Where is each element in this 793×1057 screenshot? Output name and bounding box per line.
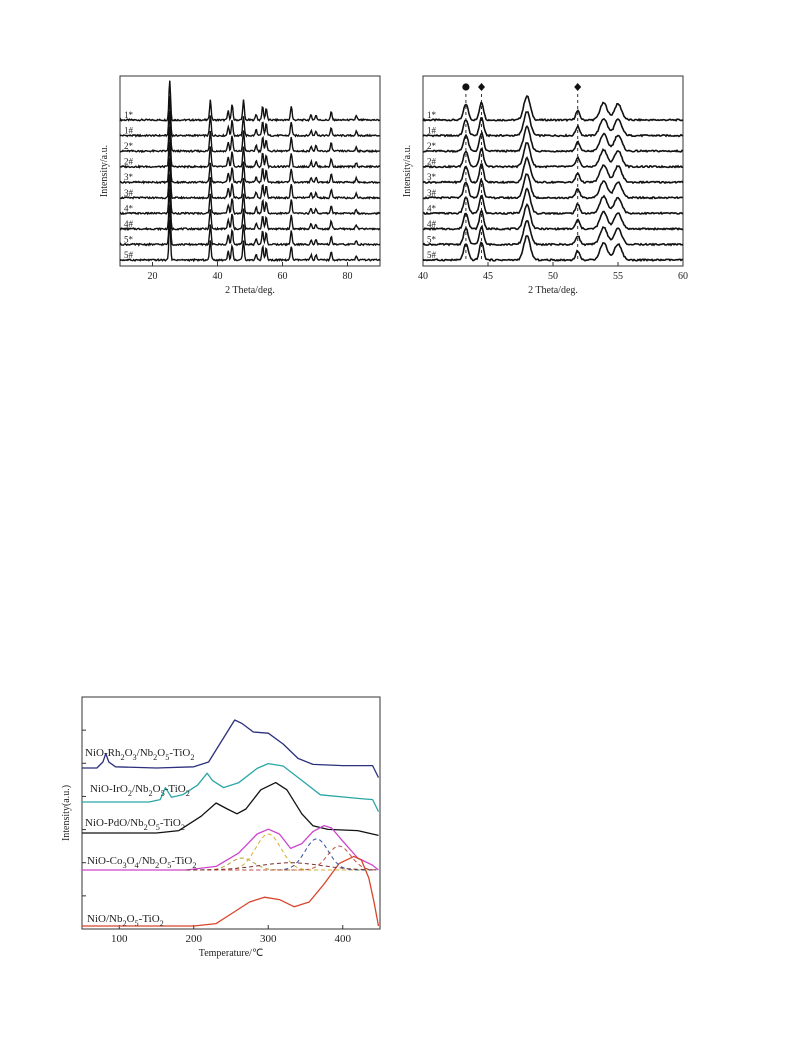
xrd-zoom-series-label: 4# xyxy=(427,219,437,229)
tpr-y-axis-label: Intensity(a.u.) xyxy=(61,785,72,841)
xrd-full-series-label: 5# xyxy=(124,250,134,260)
xrd-zoom-series-label: 3* xyxy=(427,172,437,182)
xrd-full-chart: 20 40 60 80 2 Theta/deg. Intensity/a.u. 1* 1# 2*… xyxy=(99,75,381,296)
xrd-full-pattern-line xyxy=(119,110,381,154)
xrd-zoom-series-label: 1# xyxy=(427,126,437,136)
xrd-full-series-label: 1# xyxy=(124,126,134,136)
tpr-series-line xyxy=(82,719,380,778)
xrd-zoom-series-label: 2# xyxy=(427,157,437,167)
xrd-zoom-series-label: 5* xyxy=(427,234,437,244)
xrd-full-pattern-line xyxy=(119,141,381,185)
xrd-zoom-x-tick-label: 50 xyxy=(548,271,558,282)
xrd-zoom-plot-frame xyxy=(422,75,684,267)
tpr-series-label: NiO-PdO/Nb2O5-TiO2 xyxy=(85,817,185,832)
xrd-full-series-label: 4# xyxy=(124,219,134,229)
tpr-x-tick-label: 100 xyxy=(111,933,128,945)
tpr-series-line xyxy=(82,824,379,871)
xrd-full-pattern-line xyxy=(120,188,381,232)
tpr-series-label: NiO-Co3O4/Nb2O5-TiO2 xyxy=(87,855,196,870)
xrd-zoom-pattern-line xyxy=(422,156,684,185)
tpr-fit-dashed-curve xyxy=(186,838,377,871)
xrd-zoom-pattern-line xyxy=(422,94,684,122)
xrd-zoom-pattern-line xyxy=(422,142,684,169)
xrd-full-pattern-line xyxy=(119,219,381,263)
tpr-series-label: NiO/Nb2O5-TiO2 xyxy=(87,913,164,928)
xrd-full-series-label: 2# xyxy=(124,157,134,167)
xrd-zoom-y-axis-label: Intensity/a.u. xyxy=(402,145,413,197)
xrd-full-pattern-line xyxy=(119,158,380,200)
xrd-full-series-label: 5* xyxy=(124,234,134,244)
xrd-zoom-x-tick-label: 60 xyxy=(678,271,688,282)
tpr-fit-dashed-curve xyxy=(186,833,377,871)
xrd-zoom-diamond-marker xyxy=(478,83,485,91)
xrd-zoom-series-label: 3# xyxy=(427,188,437,198)
xrd-full-pattern-line xyxy=(119,174,381,216)
xrd-zoom-x-tick-label: 55 xyxy=(613,271,623,282)
xrd-full-x-tick-label: 60 xyxy=(278,271,288,282)
xrd-zoom-pattern-line xyxy=(422,219,684,247)
tpr-fit-dashed-curve xyxy=(186,862,377,871)
xrd-zoom-series-label: 2* xyxy=(427,141,437,151)
xrd-full-x-tick-label: 80 xyxy=(343,271,353,282)
xrd-zoom-pattern-line xyxy=(423,203,684,231)
xrd-full-pattern-line xyxy=(119,126,381,170)
xrd-zoom-series-label: 1* xyxy=(427,110,437,120)
xrd-zoom-series-label: 5# xyxy=(427,250,437,260)
xrd-zoom-diamond-marker xyxy=(574,83,582,91)
xrd-full-y-axis-label: Intensity/a.u. xyxy=(99,145,110,197)
tpr-x-axis-label: Temperature/℃ xyxy=(199,948,263,959)
xrd-zoom-pattern-line xyxy=(422,187,684,216)
xrd-zoom-series-label: 4* xyxy=(427,203,437,213)
xrd-full-plot-frame xyxy=(119,75,381,267)
xrd-zoom-x-axis-label: 2 Theta/deg. xyxy=(528,285,578,296)
xrd-full-x-axis-label: 2 Theta/deg. xyxy=(225,285,275,296)
xrd-full-series-label: 3# xyxy=(124,188,134,198)
tpr-x-tick-label: 200 xyxy=(186,933,203,945)
tpr-plot-frame xyxy=(81,696,381,930)
xrd-zoom-pattern-line xyxy=(422,234,684,262)
xrd-zoom-pattern-line xyxy=(422,124,684,154)
xrd-full-series-label: 2* xyxy=(124,141,134,151)
xrd-zoom-pattern-line xyxy=(422,173,684,200)
tpr-series-label: NiO-Rh2O3/Nb2O5-TiO2 xyxy=(85,747,194,762)
xrd-full-series-label: 1* xyxy=(124,110,134,120)
xrd-full-pattern-line xyxy=(119,96,381,138)
xrd-zoom-chart: 40 45 50 55 60 2 Theta/deg. Intensity/a.u. 1* 1#… xyxy=(402,75,688,296)
tpr-x-tick-label: 300 xyxy=(260,933,277,945)
xrd-full-series-label: 3* xyxy=(124,172,134,182)
tpr-chart: 100 200 300 400 Temperature/℃ Intensity(a.u.)… xyxy=(61,696,381,959)
tpr-fit-dashed-curve xyxy=(186,845,377,871)
tpr-x-tick-label: 400 xyxy=(335,933,352,945)
tpr-series-label: NiO-IrO2/Nb2O5-TiO2 xyxy=(90,783,190,798)
xrd-full-pattern-line xyxy=(119,80,380,123)
tpr-series-line xyxy=(82,762,380,812)
xrd-full-x-tick-label: 40 xyxy=(213,271,223,282)
xrd-zoom-x-tick-label: 40 xyxy=(418,271,428,282)
xrd-full-x-tick-label: 20 xyxy=(148,271,158,282)
xrd-full-pattern-line xyxy=(119,204,381,247)
tpr-series-line xyxy=(82,855,380,927)
xrd-full-series-label: 4* xyxy=(124,203,134,213)
xrd-zoom-pattern-line xyxy=(422,111,684,138)
xrd-zoom-x-tick-label: 45 xyxy=(483,271,493,282)
xrd-zoom-circle-marker xyxy=(462,83,470,91)
